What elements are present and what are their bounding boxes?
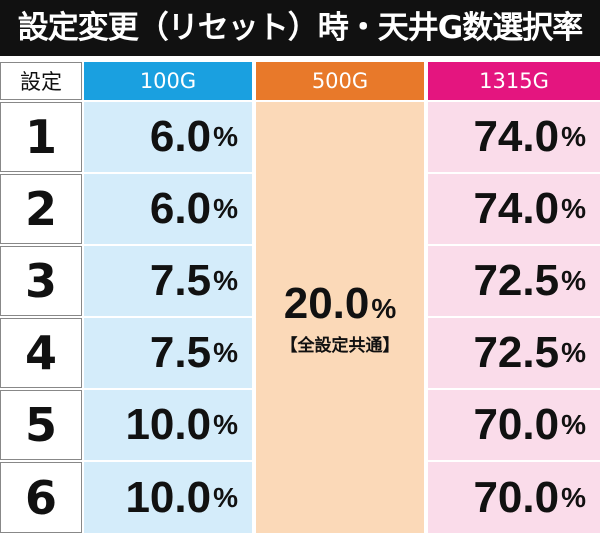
column-header: 設定 bbox=[0, 62, 82, 100]
column-header: 1315G bbox=[428, 62, 600, 100]
value-cell: 6.0% bbox=[84, 174, 252, 244]
shared-cell: 20.0% 【全設定共通】 bbox=[256, 102, 424, 533]
value-cell: 70.0% bbox=[428, 462, 600, 533]
row-label: 2 bbox=[0, 174, 82, 244]
value-cell: 72.5% bbox=[428, 246, 600, 316]
value-cell: 10.0% bbox=[84, 390, 252, 460]
value-cell: 72.5% bbox=[428, 318, 600, 388]
row-label: 6 bbox=[0, 462, 82, 533]
row-label: 4 bbox=[0, 318, 82, 388]
row-label: 5 bbox=[0, 390, 82, 460]
value-cell: 70.0% bbox=[428, 390, 600, 460]
row-label: 1 bbox=[0, 102, 82, 172]
shared-value: 20.0% bbox=[283, 279, 397, 328]
value-cell: 6.0% bbox=[84, 102, 252, 172]
row-label: 3 bbox=[0, 246, 82, 316]
value-cell: 7.5% bbox=[84, 246, 252, 316]
value-cell: 74.0% bbox=[428, 174, 600, 244]
column-header: 500G bbox=[256, 62, 424, 100]
value-cell: 7.5% bbox=[84, 318, 252, 388]
value-cell: 74.0% bbox=[428, 102, 600, 172]
value-cell: 10.0% bbox=[84, 462, 252, 533]
shared-note: 【全設定共通】 bbox=[280, 336, 400, 356]
column-header: 100G bbox=[84, 62, 252, 100]
title: 設定変更（リセット）時・天井G数選択率 bbox=[0, 0, 600, 56]
